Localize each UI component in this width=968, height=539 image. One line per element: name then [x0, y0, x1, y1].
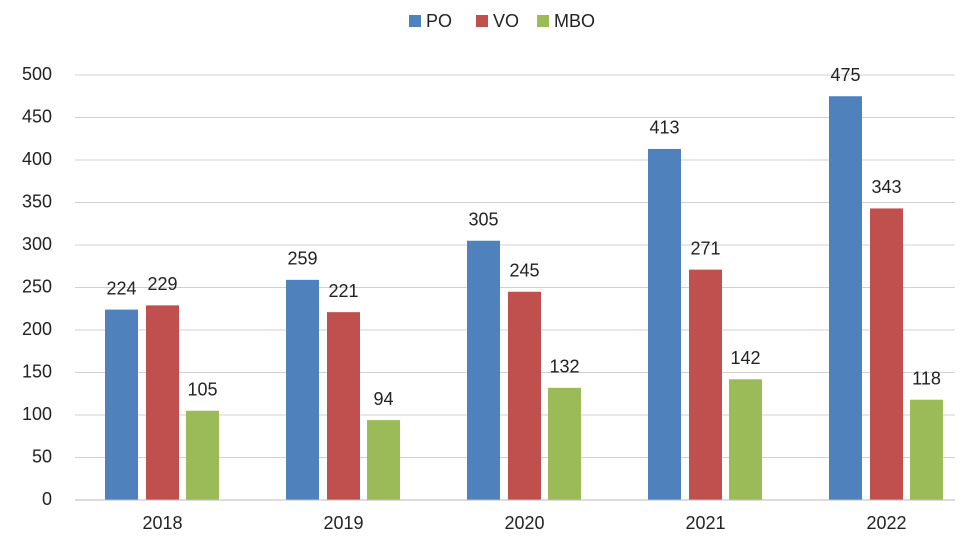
data-label: 271: [690, 238, 720, 258]
y-tick-label: 50: [32, 446, 52, 466]
x-tick-label: 2019: [323, 513, 363, 533]
legend-label: MBO: [554, 11, 595, 31]
legend-swatch: [537, 15, 549, 27]
y-tick-label: 350: [22, 191, 52, 211]
bar: [548, 387, 581, 500]
legend-swatch: [476, 15, 488, 27]
data-label: 118: [912, 368, 941, 388]
bar: [870, 208, 903, 500]
bar: [327, 312, 360, 500]
data-label: 475: [830, 65, 860, 85]
y-tick-label: 200: [22, 319, 52, 339]
bar: [146, 305, 179, 500]
data-label: 142: [730, 348, 760, 368]
x-tick-label: 2020: [504, 513, 544, 533]
bar: [729, 379, 762, 500]
y-tick-label: 100: [22, 404, 52, 424]
data-label: 221: [328, 281, 358, 301]
bar: [689, 269, 722, 500]
y-tick-label: 500: [22, 64, 52, 84]
y-tick-label: 400: [22, 149, 52, 169]
data-label: 132: [549, 357, 579, 377]
legend-label: VO: [493, 11, 519, 31]
legend-swatch: [409, 15, 421, 27]
bar: [508, 291, 541, 500]
bar: [648, 148, 681, 500]
bar: [186, 410, 219, 500]
data-label: 105: [187, 380, 217, 400]
data-label: 259: [287, 249, 317, 269]
bar: [467, 240, 500, 500]
y-tick-label: 150: [22, 361, 52, 381]
legend-label: PO: [426, 11, 452, 31]
x-tick-label: 2022: [866, 513, 906, 533]
bar: [286, 279, 319, 500]
x-tick-label: 2021: [685, 513, 725, 533]
bar: [910, 399, 943, 500]
data-label: 343: [871, 177, 901, 197]
data-label: 413: [649, 118, 679, 138]
y-tick-label: 300: [22, 234, 52, 254]
data-label: 229: [147, 274, 177, 294]
bar: [367, 420, 400, 500]
bar: [105, 309, 138, 500]
data-label: 94: [373, 389, 393, 409]
x-tick-label: 2018: [142, 513, 182, 533]
y-tick-label: 250: [22, 276, 52, 296]
data-label: 305: [468, 210, 498, 230]
bar: [829, 96, 862, 500]
data-label: 245: [509, 261, 539, 281]
y-tick-label: 0: [42, 489, 52, 509]
data-label: 224: [106, 278, 136, 298]
y-tick-label: 450: [22, 106, 52, 126]
